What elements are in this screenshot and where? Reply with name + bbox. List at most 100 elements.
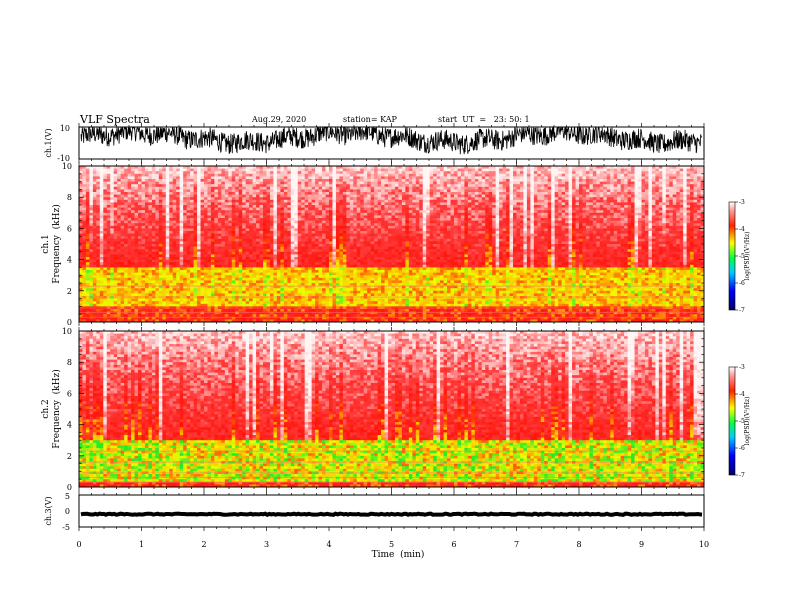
- spectrogram-cell: [280, 205, 284, 208]
- spectrogram-cell: [159, 218, 163, 221]
- spectrogram-cell: [291, 299, 295, 302]
- spectrogram-cell: [96, 226, 100, 229]
- spectrogram-cell: [89, 210, 93, 213]
- spectrogram-cell: [242, 247, 246, 250]
- spectrogram-cell: [82, 291, 86, 294]
- spectrogram-cell: [267, 169, 271, 172]
- spectrogram-cell: [197, 182, 201, 185]
- spectrogram-cell: [110, 210, 114, 213]
- spectrogram-cell: [256, 197, 260, 200]
- spectrogram-cell: [145, 176, 149, 179]
- spectrogram-cell: [82, 176, 86, 179]
- spectrogram-cell: [273, 257, 277, 260]
- spectrogram-cell: [267, 205, 271, 208]
- spectrogram-cell: [138, 288, 142, 291]
- spectrogram-cell: [260, 236, 264, 239]
- spectrogram-cell: [284, 189, 288, 192]
- spectrogram-cell: [291, 174, 295, 177]
- spectrogram-cell: [246, 257, 250, 260]
- spectrogram-cell: [308, 174, 312, 177]
- spectrogram-cell: [287, 254, 291, 257]
- spectrogram-cell: [89, 226, 93, 229]
- spectrogram-cell: [131, 244, 135, 247]
- spectrogram-cell: [305, 221, 309, 224]
- spectrogram-cell: [89, 267, 93, 270]
- spectrogram-cell: [159, 182, 163, 185]
- spectrogram-cell: [260, 179, 264, 182]
- spectrogram-cell: [128, 275, 132, 278]
- spectrogram-cell: [312, 179, 316, 182]
- spectrogram-cell: [308, 314, 312, 317]
- spectrogram-cell: [131, 252, 135, 255]
- spectrogram-cell: [176, 293, 180, 296]
- spectrogram-cell: [162, 176, 166, 179]
- spectrogram-cell: [96, 210, 100, 213]
- spectrogram-cell: [135, 239, 139, 242]
- spectrogram-cell: [187, 210, 191, 213]
- spectrogram-cell: [211, 241, 215, 244]
- spectrogram-cell: [270, 213, 274, 216]
- spectrogram-cell: [312, 202, 316, 205]
- spectrogram-cell: [273, 231, 277, 234]
- spectrogram-cell: [270, 236, 274, 239]
- spectrogram-cell: [273, 299, 277, 302]
- spectrogram-cell: [249, 187, 253, 190]
- spectrogram-cell: [155, 283, 159, 286]
- spectrogram-cell: [107, 254, 111, 257]
- spectrogram-cell: [138, 231, 142, 234]
- spectrogram-cell: [280, 200, 284, 203]
- spectrogram-cell: [308, 309, 312, 312]
- spectrogram-cell: [207, 291, 211, 294]
- spectrogram-cell: [280, 182, 284, 185]
- spectrogram-cell: [148, 184, 152, 187]
- spectrogram-cell: [96, 293, 100, 296]
- spectrogram-cell: [294, 244, 298, 247]
- spectrogram-cell: [201, 262, 205, 265]
- spectrogram-cell: [173, 169, 177, 172]
- spectrogram-cell: [294, 301, 298, 304]
- spectrogram-cell: [128, 254, 132, 257]
- spectrogram-cell: [211, 267, 215, 270]
- spectrogram-cell: [284, 254, 288, 257]
- spectrogram-cell: [294, 239, 298, 242]
- spectrogram-cell: [145, 273, 149, 276]
- spectrogram-cell: [173, 184, 177, 187]
- spectrogram-cell: [117, 257, 121, 260]
- spectrogram-cell: [207, 262, 211, 265]
- spectrogram-cell: [169, 252, 173, 255]
- spectrogram-cell: [298, 223, 302, 226]
- spectrogram-cell: [82, 275, 86, 278]
- spectrogram-cell: [263, 179, 267, 182]
- spectrogram-cell: [86, 210, 90, 213]
- spectrogram-cell: [142, 221, 146, 224]
- spectrogram-cell: [148, 226, 152, 229]
- spectrogram-cell: [239, 280, 243, 283]
- spectrogram-cell: [211, 280, 215, 283]
- spectrogram-cell: [204, 244, 208, 247]
- spectrogram-cell: [103, 197, 107, 200]
- spectrogram-cell: [121, 205, 125, 208]
- spectrogram-cell: [280, 241, 284, 244]
- spectrogram-cell: [96, 312, 100, 315]
- spectrogram-cell: [249, 275, 253, 278]
- spectrogram-cell: [218, 182, 222, 185]
- spectrogram-cell: [214, 174, 218, 177]
- spectrogram-cell: [169, 293, 173, 296]
- spectrogram-cell: [201, 249, 205, 252]
- spectrogram-cell: [326, 218, 330, 221]
- spectrogram-cell: [242, 205, 246, 208]
- spectrogram-cell: [204, 278, 208, 281]
- spectrogram-cell: [93, 309, 97, 312]
- spectrogram-cell: [242, 215, 246, 218]
- spectrogram-cell: [100, 169, 104, 172]
- spectrogram-cell: [308, 195, 312, 198]
- spectrogram-cell: [100, 270, 104, 273]
- spectrogram-cell: [110, 262, 114, 265]
- spectrogram-cell: [173, 257, 177, 260]
- spectrogram-cell: [298, 249, 302, 252]
- spectrogram-cell: [114, 174, 118, 177]
- spectrogram-cell: [162, 236, 166, 239]
- spectrogram-cell: [225, 273, 229, 276]
- spectrogram-cell: [294, 260, 298, 263]
